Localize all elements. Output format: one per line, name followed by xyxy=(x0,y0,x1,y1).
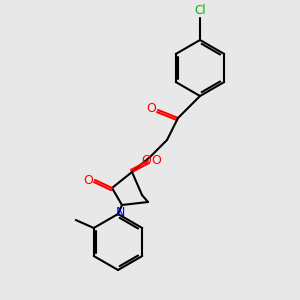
Text: O: O xyxy=(151,154,161,167)
Text: Cl: Cl xyxy=(194,4,206,16)
Text: O: O xyxy=(83,173,93,187)
Text: N: N xyxy=(115,206,125,220)
Text: O: O xyxy=(146,103,156,116)
Text: O: O xyxy=(141,154,151,167)
